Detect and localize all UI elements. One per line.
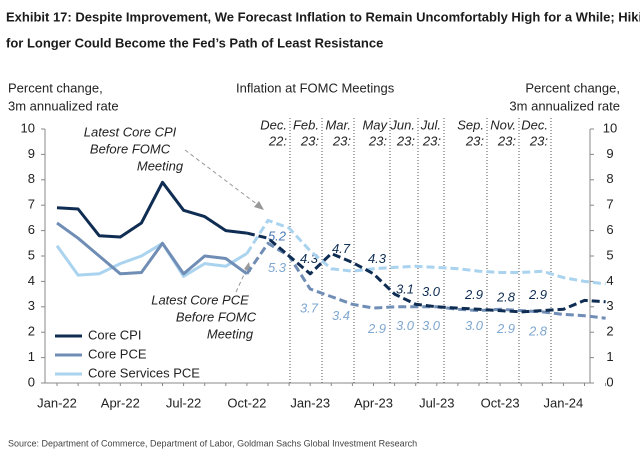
y2-tick-label: 3 (606, 298, 613, 313)
annotation: Before FOMC (90, 141, 171, 156)
cpi-forecast-label: 2.9 (464, 287, 483, 302)
cpi-forecast-label: 3.1 (396, 282, 414, 297)
legend-label: Core PCE (88, 346, 147, 361)
x-tick-label: Jul-22 (166, 395, 201, 410)
cpi-forecast-label: 4.3 (300, 251, 319, 266)
cpi-forecast-label: 2.8 (496, 289, 516, 304)
meeting-label: 23: (332, 133, 351, 148)
y-tick-label: 4 (28, 273, 35, 288)
annotation: Latest Core CPI (84, 124, 177, 139)
y2-tick-label: 2 (606, 324, 613, 339)
meeting-label: Nov. (490, 117, 516, 132)
y-tick-label: 1 (28, 349, 35, 364)
chart-subtitle: Inflation at FOMC Meetings (236, 80, 395, 95)
pce-forecast-label: 3.7 (300, 300, 319, 315)
pce-forecast-label: 3.0 (396, 318, 415, 333)
y-axis-label: 3m annualized rate (8, 98, 119, 113)
y-tick-label: 5 (28, 247, 35, 262)
chart-title: Exhibit 17: Despite Improvement, We Fore… (6, 9, 640, 24)
y-axis-label: Percent change, (8, 80, 103, 95)
legend-label: Core CPI (88, 327, 141, 342)
pce-forecast-label: 5.3 (268, 260, 287, 275)
series-line (56, 221, 248, 276)
y-tick-label: 6 (28, 222, 35, 237)
x-tick-label: Jan-22 (37, 395, 77, 410)
annotation: Meeting (207, 326, 254, 341)
y-tick-label: 8 (28, 171, 35, 186)
y2-tick-label: 9 (606, 146, 613, 161)
series-line (55, 241, 248, 278)
arrow-head (254, 201, 264, 210)
pce-forecast-label: 3.0 (465, 318, 484, 333)
annotation: Latest Core PCE (151, 292, 249, 307)
annotation: Meeting (137, 158, 184, 173)
pce-forecast-label: 2.9 (496, 321, 515, 336)
x-tick-label: Jan-24 (544, 395, 584, 410)
x-tick-label: Jan-23 (290, 395, 330, 410)
x-tick-label: Apr-22 (101, 395, 140, 410)
cpi-forecast-label: 5.2 (268, 228, 287, 243)
meeting-label: Mar. (325, 117, 351, 132)
meeting-label: 23: (465, 133, 484, 148)
y2-tick-label: 7 (606, 197, 613, 212)
meeting-label: Jul. (420, 117, 441, 132)
y-tick-label: 10 (21, 120, 35, 135)
y2-axis-label: Percent change, (525, 80, 620, 95)
y-tick-label: 7 (28, 197, 35, 212)
meeting-label: 23: (529, 133, 548, 148)
meeting-label: 23: (422, 133, 441, 148)
cpi-forecast-label: 3.0 (422, 284, 441, 299)
source: Source: Department of Commerce, Departme… (8, 438, 417, 448)
chart-title: for Longer Could Become the Fed’s Path o… (6, 35, 383, 50)
forecast-line (246, 231, 606, 314)
meeting-label: 23: (368, 133, 387, 148)
y-tick-label: 3 (28, 298, 35, 313)
meeting-label: 22: (268, 133, 287, 148)
meeting-label: Dec. (521, 117, 548, 132)
y-tick-label: 2 (28, 324, 35, 339)
annotation-arrow (184, 149, 263, 209)
legend-label: Core Services PCE (88, 365, 200, 380)
series-line (56, 180, 248, 239)
cpi-forecast-label: 4.7 (332, 241, 351, 256)
y2-tick-label: 1 (606, 349, 613, 364)
meeting-label: Feb. (293, 117, 319, 132)
x-tick-label: Oct-22 (227, 395, 266, 410)
y2-tick-label: 4 (606, 273, 613, 288)
pce-forecast-label: 3.0 (422, 318, 441, 333)
meeting-label: 23: (497, 133, 516, 148)
cpi-forecast-label: 4.3 (368, 251, 387, 266)
annotation: Before FOMC (176, 309, 257, 324)
meeting-label: Dec. (260, 117, 287, 132)
pce-forecast-label: 3.4 (332, 308, 350, 323)
meeting-label: 23: (300, 133, 319, 148)
meeting-label: Jun. (389, 117, 415, 132)
y2-tick-label: 10 (603, 120, 617, 135)
annotation-arrow (235, 265, 249, 293)
meeting-label: Sep. (457, 117, 484, 132)
y2-axis-label: 3m annualized rate (509, 98, 620, 113)
meeting-label: May (362, 117, 388, 132)
x-tick-label: Oct-23 (481, 395, 520, 410)
x-tick-label: Jul-23 (419, 395, 454, 410)
pce-forecast-label: 2.8 (528, 323, 548, 338)
meeting-label: 23: (396, 133, 415, 148)
y-tick-label: 9 (28, 146, 35, 161)
forecast-line (245, 218, 606, 286)
x-tick-label: Apr-23 (354, 395, 393, 410)
y2-tick-label: 6 (606, 222, 613, 237)
y-tick-label: 0 (28, 374, 35, 389)
y2-tick-label: 5 (606, 247, 613, 262)
cpi-forecast-label: 2.9 (528, 287, 547, 302)
y2-tick-label: 8 (606, 171, 613, 186)
pce-forecast-label: 2.9 (367, 321, 386, 336)
y2-tick-label: 0 (606, 374, 613, 389)
